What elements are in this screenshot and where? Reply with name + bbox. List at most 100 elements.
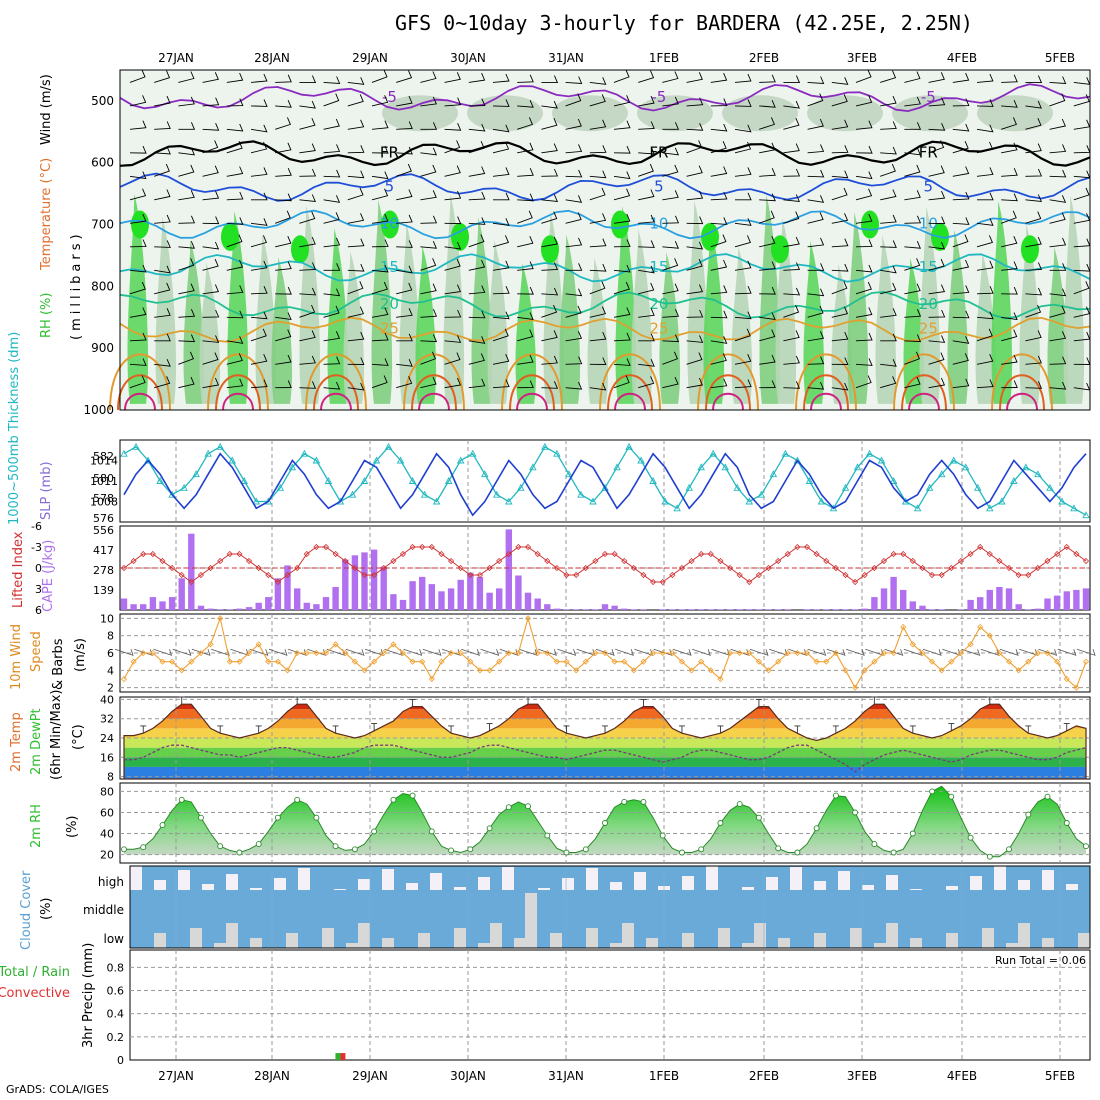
- upper-barb-7-16: [517, 236, 534, 248]
- wind10-marker-4: [159, 658, 166, 665]
- rh-spot-7: [701, 222, 719, 251]
- wind10-barb-10: [211, 648, 230, 656]
- upper-barb-12-27: [783, 355, 800, 365]
- upper-barb-9-17: [541, 287, 559, 296]
- wind10-marker-12: [236, 658, 243, 665]
- bottom-date-3: 30JAN: [450, 1069, 486, 1083]
- upper-barb-10-26: [759, 312, 776, 321]
- temp-label-5-2: 5: [654, 177, 664, 195]
- cloud-mid-76: [1042, 890, 1055, 948]
- upper-barb-5-20: [613, 188, 631, 201]
- thickness-marker-50: [721, 463, 730, 471]
- panel-cape-li: -6 -3 0 3 6 556 417 278 139 Lifted Index CAPE (J…: [11, 520, 1091, 617]
- li-marker-45: [553, 564, 560, 572]
- wind10-marker-97: [1054, 658, 1061, 665]
- wind10-marker-19: [303, 649, 310, 657]
- upper-barb-12-38: [1049, 356, 1067, 365]
- li-marker-65: [746, 578, 753, 586]
- temp-label-FR-2: FR: [649, 143, 668, 161]
- upper-barb-8-31: [880, 265, 897, 274]
- upper-barb-4-18: [565, 169, 583, 178]
- thickness-marker-14: [288, 463, 297, 471]
- cloud-high-bg-10: [250, 888, 263, 890]
- upper-barb-3-12: [420, 147, 438, 156]
- li-marker-62: [717, 557, 724, 565]
- upper-barb-6-30: [855, 213, 873, 224]
- li-marker-88: [967, 550, 974, 558]
- upper-barb-2-27: [783, 118, 800, 130]
- upper-barb-6-0: [129, 213, 147, 224]
- upper-barb-10-19: [589, 306, 607, 318]
- cloud-high-8: [226, 866, 239, 874]
- wind10-marker-50: [601, 649, 609, 657]
- rh2m-marker-82: [909, 830, 916, 837]
- cape-bar-60: [698, 609, 705, 610]
- upper-barb-11-11: [396, 333, 413, 342]
- cloud-high-bg-12: [274, 878, 287, 890]
- upper-barb-2-32: [904, 122, 922, 130]
- wind10-barb-38: [480, 648, 500, 656]
- t2m-ytick-16: 16: [100, 751, 114, 764]
- upper-barb-2-23: [686, 123, 704, 131]
- wind10-barb-60: [692, 648, 711, 656]
- upper-barb-9-0: [129, 281, 146, 295]
- upper-barb-11-2: [178, 334, 196, 343]
- upper-barb-0-15: [492, 73, 510, 83]
- upper-barb-0-4: [226, 72, 244, 83]
- upper-barb-4-15: [492, 167, 510, 177]
- upper-barb-3-2: [178, 147, 196, 156]
- upper-barb-8-25: [734, 260, 752, 271]
- li-marker-20: [313, 543, 320, 551]
- rh2m-marker-6: [178, 796, 185, 803]
- t2m-whisker-58: [678, 725, 685, 734]
- wind10-barb-66: [749, 648, 769, 656]
- upper-barb-4-27: [783, 168, 801, 177]
- cloud-high-69: [958, 866, 971, 890]
- upper-barb-0-37: [1025, 75, 1043, 84]
- upper-barb-13-22: [662, 376, 679, 389]
- upper-barb-8-30: [855, 264, 873, 273]
- thickness-marker-70: [961, 463, 970, 471]
- upper-barb-1-22: [662, 96, 679, 107]
- precip-axis-inner: 3hr Precip (mm): [81, 943, 96, 1048]
- upper-barb-4-3: [202, 165, 219, 177]
- t2m-unit: (°C): [71, 724, 86, 750]
- thickness-marker-72: [986, 504, 994, 512]
- rh-spot-4: [451, 222, 469, 251]
- cloud-mid-66: [922, 890, 935, 948]
- wind10-barb-62: [711, 648, 731, 656]
- cloud-mid-32: [514, 890, 527, 948]
- upper-barb-8-20: [613, 264, 631, 273]
- li-marker-44: [544, 557, 551, 565]
- li-marker-32: [428, 543, 435, 551]
- wind10-marker-22: [332, 641, 339, 648]
- upper-barb-1-1: [154, 95, 171, 107]
- cloud-high-63: [886, 866, 899, 875]
- wind10-marker-32: [428, 675, 435, 683]
- upper-barb-4-29: [831, 170, 849, 179]
- upper-barb-11-5: [250, 328, 267, 342]
- wind10-axis-label-3: & Barbs: [51, 638, 66, 690]
- upper-barb-13-2: [178, 376, 195, 389]
- upper-barb-6-31: [880, 214, 897, 224]
- upper-barb-3-7: [299, 143, 316, 154]
- thickness-marker-19: [348, 490, 357, 498]
- cape-bar-23: [342, 559, 349, 610]
- thickness-marker-25: [420, 490, 429, 498]
- upper-barb-6-13: [444, 216, 462, 225]
- upper-barb-9-18: [565, 288, 583, 297]
- warm-arch-0-2: [124, 392, 156, 411]
- wind10-marker-73: [823, 658, 830, 665]
- warm-arch-7-2: [810, 392, 842, 411]
- thickness-marker-76: [1034, 470, 1042, 478]
- rh-spot-1: [221, 222, 239, 251]
- thickness-marker-6: [192, 470, 200, 478]
- wind10-marker-11: [226, 658, 233, 665]
- thickness-marker-63: [877, 456, 886, 464]
- rh-blob-39: [1063, 195, 1085, 404]
- cape-bar-18: [294, 588, 301, 610]
- wind10-barb-78: [865, 648, 884, 656]
- cape-bar-35: [457, 579, 464, 610]
- thickness-marker-74: [1010, 477, 1018, 484]
- upper-barb-12-25: [734, 354, 752, 365]
